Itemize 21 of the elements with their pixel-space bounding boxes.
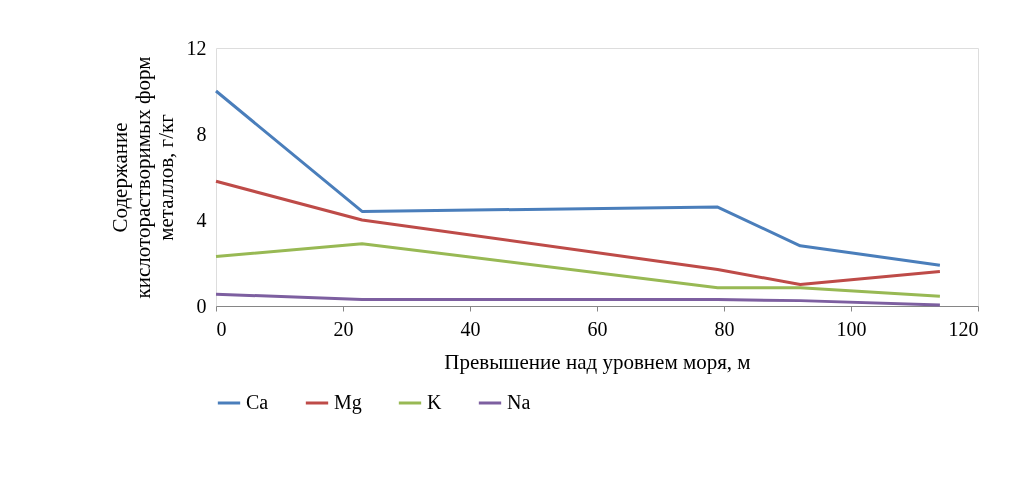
- x-tick-label: 100: [836, 317, 867, 340]
- x-tick-label: 120: [948, 317, 979, 340]
- y-tick-label: 12: [186, 36, 207, 59]
- line-series: [214, 242, 942, 298]
- x-tick-label: 0: [216, 317, 227, 340]
- legend-label: Mg: [334, 391, 362, 414]
- y-tick-label: 4: [196, 208, 207, 231]
- y-tick-label: 0: [196, 294, 207, 317]
- legend-label: Na: [507, 391, 531, 413]
- line-series: [214, 89, 942, 267]
- line-series: [214, 292, 942, 307]
- line-series: [214, 179, 942, 286]
- x-tick-label: 40: [460, 317, 481, 340]
- y-axis-title: Содержание кислоторастворимых форм металлов, г/кг: [107, 56, 178, 299]
- x-tick-label: 80: [714, 317, 735, 340]
- x-tick-label: 20: [333, 317, 354, 340]
- legend-label: K: [427, 391, 442, 413]
- x-tick-label: 60: [587, 317, 608, 340]
- legend-label: Ca: [246, 391, 269, 413]
- x-axis-title: Превышение над уровнем моря, м: [444, 349, 751, 374]
- y-tick-label: 8: [196, 122, 207, 145]
